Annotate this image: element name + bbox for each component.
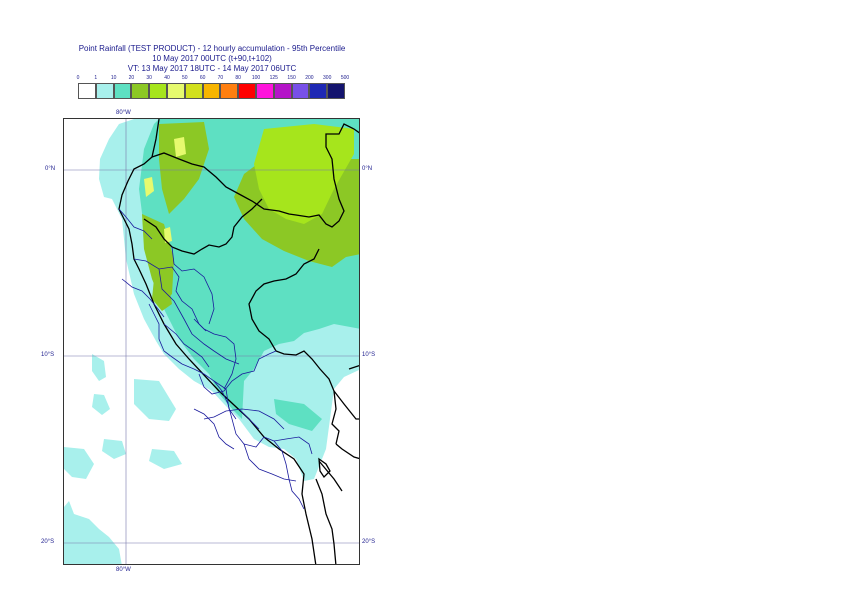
- map-canvas: [64, 119, 359, 564]
- legend-swatch: [220, 83, 239, 99]
- legend-threshold-label: 30: [146, 75, 152, 81]
- legend-threshold-label: 70: [217, 75, 224, 81]
- rainfall-map: [63, 118, 360, 565]
- validity-time: VT: 13 May 2017 18UTC - 14 May 2017 06UT…: [127, 64, 297, 73]
- lat-label-0n-left: 0°N: [45, 166, 56, 172]
- legend-swatch: [291, 83, 310, 99]
- legend-swatch: [255, 83, 274, 99]
- legend-swatch: [149, 83, 167, 99]
- legend-swatch: [78, 83, 96, 99]
- legend-threshold-label: 150: [287, 75, 296, 81]
- lat-lon-grid: [64, 119, 359, 564]
- legend-threshold-label: 60: [199, 75, 206, 81]
- legend-swatch: [166, 83, 185, 99]
- lat-label-0n-right: 0°N: [362, 166, 373, 172]
- lat-label-20s-left: 20°S: [41, 539, 55, 545]
- legend-threshold-label: 200: [305, 75, 314, 81]
- lat-label-20s-right: 20°S: [362, 539, 376, 545]
- legend-swatch: [95, 83, 114, 99]
- legend-swatch: [327, 83, 345, 99]
- lon-label-top: 80°W: [116, 110, 131, 116]
- legend-threshold-label: 500: [340, 75, 350, 81]
- legend-swatches: [78, 83, 345, 99]
- legend-threshold-label: 40: [164, 75, 170, 81]
- lat-label-10s-right: 10°S: [362, 352, 376, 358]
- legend-threshold-label: 1: [94, 75, 98, 81]
- legend-threshold-label: 0: [76, 75, 80, 81]
- legend-swatch: [273, 83, 292, 99]
- regional-borders: [118, 208, 313, 510]
- legend-swatch: [184, 83, 203, 99]
- legend-threshold-label: 80: [235, 75, 241, 81]
- legend-swatch: [113, 83, 132, 99]
- map-title: Point Rainfall (TEST PRODUCT) - 12 hourl…: [78, 44, 346, 53]
- legend-threshold-label: 50: [182, 75, 188, 81]
- lon-label-bottom: 80°W: [116, 567, 131, 573]
- forecast-run-time: 10 May 2017 00UTC (t+90,t+102): [152, 54, 272, 63]
- legend-swatch: [238, 83, 256, 99]
- country-borders: [118, 119, 359, 564]
- lat-label-10s-left: 10°S: [41, 352, 55, 358]
- legend-threshold-label: 100: [251, 75, 261, 81]
- legend-threshold-label: 125: [269, 75, 278, 81]
- rain-yellow-spots: [144, 137, 186, 243]
- legend-swatch: [131, 83, 150, 99]
- legend-threshold-label: 10: [110, 75, 117, 81]
- legend-swatch: [202, 83, 221, 99]
- legend-threshold-label: 20: [128, 75, 135, 81]
- legend-threshold-label: 300: [323, 75, 332, 81]
- legend-swatch: [309, 83, 328, 99]
